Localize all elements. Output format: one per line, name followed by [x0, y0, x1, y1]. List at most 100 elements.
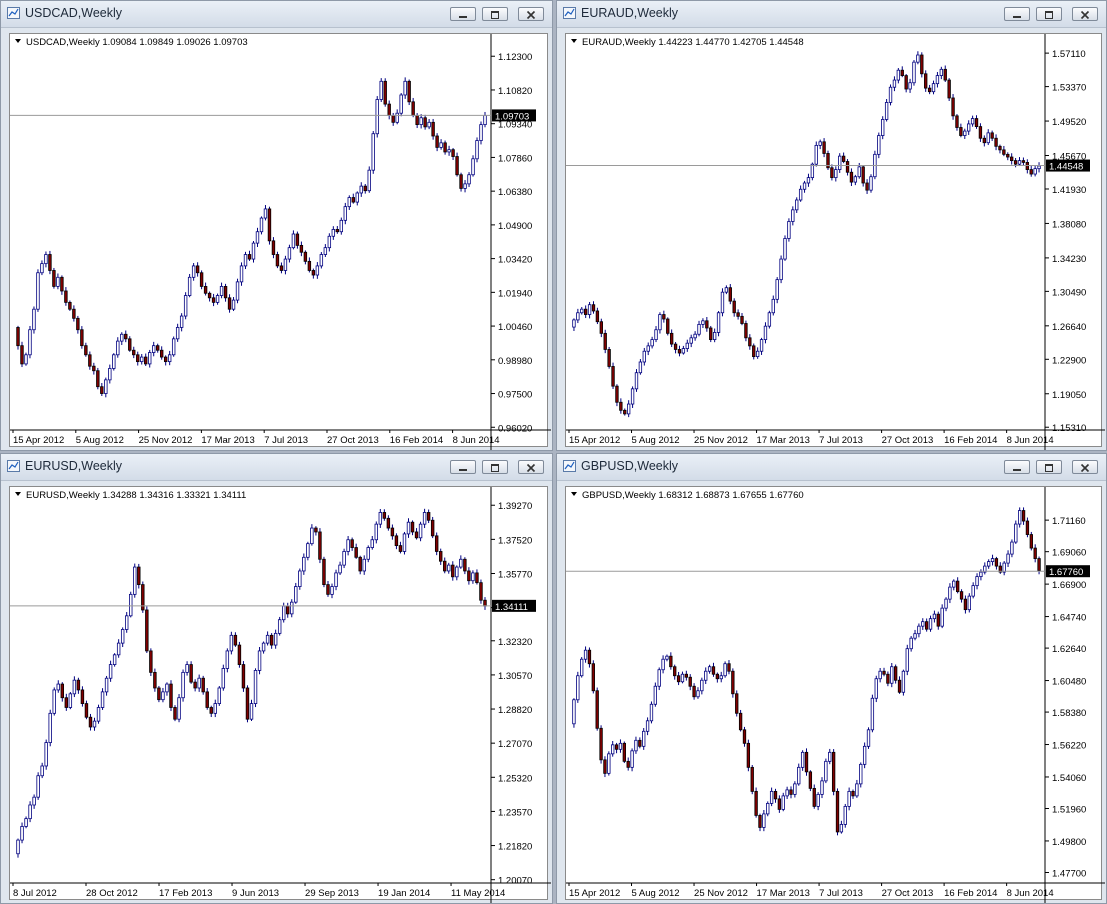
candle: [28, 325, 32, 359]
price-tick-label: 1.49520: [1052, 117, 1086, 128]
candle: [959, 123, 963, 138]
close-button[interactable]: [1072, 7, 1098, 21]
time-tick-label: 7 Jul 2013: [819, 435, 863, 446]
close-button[interactable]: [1072, 460, 1098, 474]
candle: [315, 262, 320, 279]
candle-body: [40, 765, 44, 777]
candle-body: [901, 670, 906, 693]
minimize-button[interactable]: [1004, 7, 1030, 21]
candle-body: [290, 601, 294, 615]
candle: [890, 662, 894, 688]
candle-body: [395, 112, 399, 123]
candle: [88, 713, 93, 731]
window-titlebar[interactable]: USDCAD,Weekly: [1, 1, 552, 28]
candle-body: [1014, 523, 1018, 543]
price-tick-label: 1.21820: [498, 842, 532, 853]
candle: [955, 114, 959, 131]
close-button[interactable]: [518, 7, 544, 21]
candle: [245, 685, 250, 723]
candle: [136, 351, 140, 366]
price-tick-label: 1.71160: [1052, 516, 1086, 527]
chart-window-usdcad[interactable]: USDCAD,Weekly 1.12300 1.10820 1.09340 1.078…: [0, 0, 553, 451]
candle-body: [311, 270, 316, 276]
ohlc-header-bg: [12, 488, 242, 501]
chart-window-euraud[interactable]: EURAUD,Weekly 1.57110 1.53370 1.49520 1.456…: [556, 0, 1107, 451]
candle-body: [595, 690, 599, 729]
candle-body: [48, 712, 52, 743]
candle: [88, 351, 92, 370]
triangle-down-icon[interactable]: [571, 492, 577, 496]
candle-body: [257, 650, 262, 671]
candle-body: [366, 547, 370, 560]
candle: [171, 336, 176, 357]
candle: [1021, 507, 1026, 525]
price-chart-area[interactable]: 1.12300 1.10820 1.09340 1.07860 1.06380 1.049…: [9, 33, 551, 450]
candle-body: [897, 679, 902, 693]
candlestick-chart[interactable]: 1.12300 1.10820 1.09340 1.07860 1.06380 1.049…: [10, 34, 551, 450]
candlestick-chart[interactable]: 1.71160 1.69060 1.66900 1.64740 1.62640 1.604…: [566, 487, 1105, 903]
price-chart-area[interactable]: 1.71160 1.69060 1.66900 1.64740 1.62640 1.604…: [565, 486, 1105, 903]
price-chart-area[interactable]: 1.57110 1.53370 1.49520 1.45670 1.41930 1.380…: [565, 33, 1105, 450]
candle-body: [339, 219, 344, 233]
candle-body: [124, 333, 128, 340]
candle-body: [750, 766, 754, 792]
restore-button[interactable]: [482, 7, 508, 21]
candle-body: [812, 787, 816, 807]
candlestick-chart[interactable]: 1.392701.375201.357701.340201.323201.305…: [10, 487, 551, 903]
window-titlebar[interactable]: EURUSD,Weekly: [1, 454, 552, 481]
price-tick-label: 1.51960: [1052, 805, 1086, 816]
candle: [750, 765, 754, 795]
candle: [124, 612, 129, 633]
candle-body: [709, 327, 713, 341]
chart-window-eurusd[interactable]: EURUSD,Weekly 1.392701.375201.357701.340…: [0, 453, 553, 904]
candle: [935, 72, 940, 88]
restore-button[interactable]: [482, 460, 508, 474]
candle: [32, 794, 36, 809]
window-titlebar[interactable]: EURAUD,Weekly: [557, 1, 1106, 28]
candle-body: [572, 319, 576, 328]
candle: [169, 680, 173, 712]
candle: [603, 756, 607, 778]
minimize-button[interactable]: [450, 7, 476, 21]
window-titlebar[interactable]: GBPUSD,Weekly: [557, 454, 1106, 481]
candle: [231, 297, 236, 312]
candle-body: [677, 349, 682, 354]
candle: [638, 737, 642, 749]
candle: [223, 283, 228, 302]
chart-window-gbpusd[interactable]: GBPUSD,Weekly 1.71160 1.69060 1.66900 1.647…: [556, 453, 1107, 904]
candle-body: [669, 332, 674, 345]
triangle-down-icon[interactable]: [15, 492, 21, 496]
price-chart-area[interactable]: 1.392701.375201.357701.340201.323201.305…: [9, 486, 551, 903]
price-tick-label: 1.06380: [498, 187, 532, 198]
candle-body: [928, 618, 933, 630]
candlestick-chart[interactable]: 1.57110 1.53370 1.49520 1.45670 1.41930 1.380…: [566, 34, 1105, 450]
triangle-down-icon[interactable]: [571, 39, 577, 43]
candle-body: [638, 361, 643, 374]
close-button[interactable]: [518, 460, 544, 474]
candle: [900, 66, 904, 78]
candle: [658, 312, 662, 334]
candle-body: [80, 689, 85, 704]
restore-button[interactable]: [1036, 460, 1062, 474]
candle: [700, 677, 704, 695]
candle-body: [1021, 160, 1026, 163]
candle-body: [213, 703, 217, 714]
candle-body: [411, 101, 415, 116]
minimize-button[interactable]: [450, 460, 476, 474]
candle-body: [990, 558, 995, 562]
candle-body: [599, 321, 603, 334]
candle-body: [451, 564, 455, 578]
candle: [40, 762, 44, 779]
triangle-down-icon[interactable]: [15, 39, 21, 43]
candle: [350, 537, 354, 551]
candle-body: [378, 512, 383, 525]
price-tick-label: 1.01940: [498, 288, 532, 299]
minimize-button[interactable]: [1004, 460, 1030, 474]
candle-body: [595, 310, 600, 323]
price-tick-label: 1.62640: [1052, 644, 1086, 655]
time-tick-label: 27 Oct 2013: [882, 435, 934, 446]
restore-button[interactable]: [1036, 7, 1062, 21]
candle-body: [56, 276, 60, 287]
candle-body: [900, 69, 904, 76]
candle-body: [72, 308, 76, 319]
